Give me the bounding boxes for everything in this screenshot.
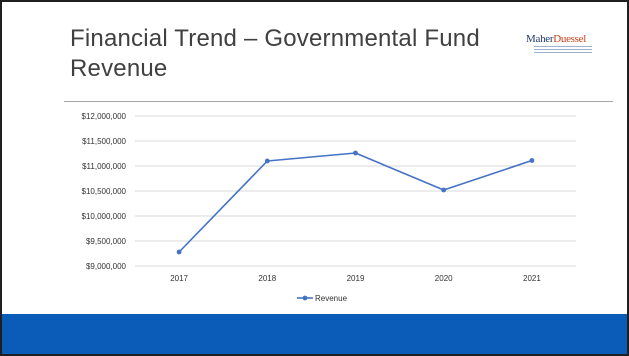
chart-series	[176, 150, 535, 255]
y-tick-label: $10,500,000	[82, 187, 127, 196]
data-point	[441, 187, 447, 193]
x-tick-label: 2018	[258, 274, 276, 283]
y-axis-tick-labels: $9,000,000 $9,500,000 $10,000,000 $10,500,0…	[82, 112, 127, 271]
logo-wordmark-part1: Maher	[526, 33, 554, 45]
title-divider	[64, 101, 613, 102]
legend-label: Revenue	[315, 294, 348, 303]
chart-legend: Revenue	[297, 294, 348, 303]
slide-title: Financial Trend – Governmental Fund Reve…	[70, 25, 480, 82]
chart-gridlines	[135, 115, 576, 267]
y-tick-label: $9,500,000	[86, 237, 127, 246]
footer-band	[2, 314, 627, 354]
x-tick-label: 2019	[347, 274, 365, 283]
data-point	[529, 158, 535, 163]
x-tick-label: 2021	[523, 274, 541, 283]
legend-swatch-marker	[302, 295, 308, 301]
x-tick-label: 2017	[170, 274, 188, 283]
data-point	[264, 158, 270, 164]
logo-wordmark: MaherDuessel	[526, 33, 586, 45]
series-line	[178, 152, 533, 253]
logo-tagline-lines	[534, 46, 592, 55]
y-tick-label: $11,500,000	[82, 137, 126, 146]
revenue-line-chart: $9,000,000 $9,500,000 $10,000,000 $10,500,0…	[82, 112, 576, 303]
logo-wordmark-part2: Duessel	[553, 33, 586, 45]
company-logo: MaherDuessel	[526, 29, 598, 69]
data-point	[176, 249, 182, 255]
x-axis-tick-labels: 2017 2018 2019 2020 2021	[170, 274, 541, 283]
y-tick-label: $9,000,000	[86, 262, 127, 271]
y-tick-label: $11,000,000	[82, 162, 126, 171]
y-tick-label: $12,000,000	[82, 112, 127, 121]
data-point	[353, 150, 358, 156]
y-tick-label: $10,000,000	[82, 212, 127, 221]
x-tick-label: 2020	[435, 274, 453, 283]
